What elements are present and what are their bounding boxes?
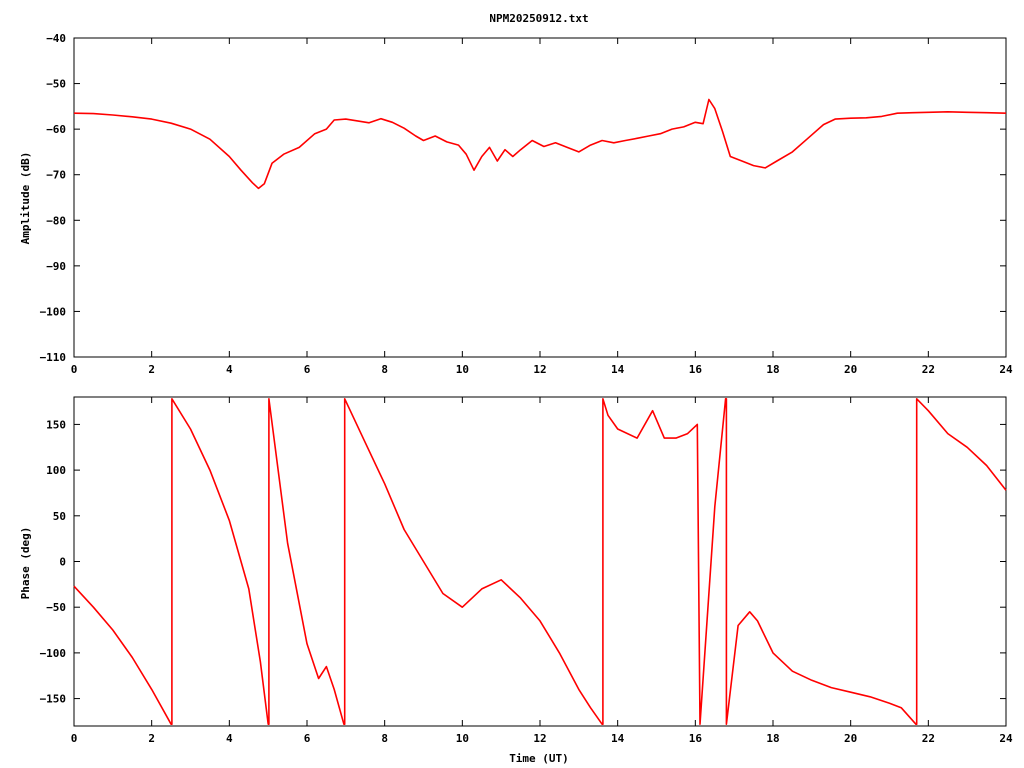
amplitude-y-tick-label: −90 <box>46 260 66 273</box>
amplitude-y-tick-label: −110 <box>40 351 67 364</box>
amplitude-series-line <box>73 98 1007 190</box>
amplitude-x-tick-label: 18 <box>766 363 779 376</box>
amplitude-panel: 0 2 4 6 8 10 12 14 16 18 20 22 24−40−50−60−70−80−90−… <box>19 32 1013 376</box>
amplitude-x-tick-label: 20 <box>844 363 857 376</box>
phase-x-tick-label: 2 <box>148 732 155 745</box>
phase-y-tick-label: −50 <box>46 601 66 614</box>
amplitude-x-tick-label: 2 <box>148 363 155 376</box>
phase-x-tick-label: 0 <box>71 732 78 745</box>
amplitude-x-tick-label: 14 <box>611 363 625 376</box>
amplitude-plot-frame <box>73 37 1007 358</box>
amplitude-y-tick-label: −50 <box>46 78 66 91</box>
amplitude-y-tick-label: −70 <box>46 169 66 182</box>
phase-x-tick-label: 16 <box>689 732 703 745</box>
phase-x-tick-label: 18 <box>766 732 779 745</box>
amplitude-x-tick-label: 24 <box>999 363 1013 376</box>
phase-x-tick-label: 20 <box>844 732 857 745</box>
phase-x-tick-label: 6 <box>304 732 311 745</box>
amplitude-y-axis-label: Amplitude (dB) <box>19 152 32 245</box>
phase-x-tick-label: 4 <box>226 732 233 745</box>
amplitude-x-tick-label: 0 <box>71 363 78 376</box>
amplitude-x-tick-label: 22 <box>922 363 935 376</box>
phase-y-tick-label: 100 <box>46 464 66 477</box>
phase-x-tick-label: 12 <box>533 732 546 745</box>
phase-y-tick-label: 50 <box>53 510 66 523</box>
phase-y-tick-label: −150 <box>40 693 67 706</box>
amplitude-x-tick-label: 8 <box>381 363 388 376</box>
chart-title: NPM20250912.txt <box>489 12 588 25</box>
amplitude-y-tick-label: −80 <box>46 214 66 227</box>
amplitude-y-tick-label: −100 <box>40 305 67 318</box>
phase-x-tick-label: 22 <box>922 732 935 745</box>
amplitude-x-tick-label: 10 <box>456 363 469 376</box>
phase-y-tick-label: 150 <box>46 418 66 431</box>
time-x-axis-label: Time (UT) <box>509 752 569 765</box>
phase-y-tick-label: 0 <box>59 556 66 569</box>
phase-x-tick-label: 14 <box>611 732 625 745</box>
phase-x-tick-label: 24 <box>999 732 1013 745</box>
amplitude-y-tick-label: −40 <box>46 32 66 45</box>
phase-panel: 0 2 4 6 8 10 12 14 16 18 20 22 24150100500−50−100−15… <box>19 396 1013 765</box>
amplitude-x-tick-label: 6 <box>304 363 311 376</box>
phase-x-tick-label: 10 <box>456 732 469 745</box>
amplitude-x-tick-label: 16 <box>689 363 703 376</box>
phase-y-axis-label: Phase (deg) <box>19 527 32 600</box>
phase-series-line <box>73 398 1007 725</box>
phase-x-tick-label: 8 <box>381 732 388 745</box>
phase-y-tick-label: −100 <box>40 647 67 660</box>
amplitude-x-tick-label: 12 <box>533 363 546 376</box>
phase-plot-frame <box>73 396 1007 727</box>
amplitude-x-tick-label: 4 <box>226 363 233 376</box>
amplitude-y-tick-label: −60 <box>46 123 66 136</box>
